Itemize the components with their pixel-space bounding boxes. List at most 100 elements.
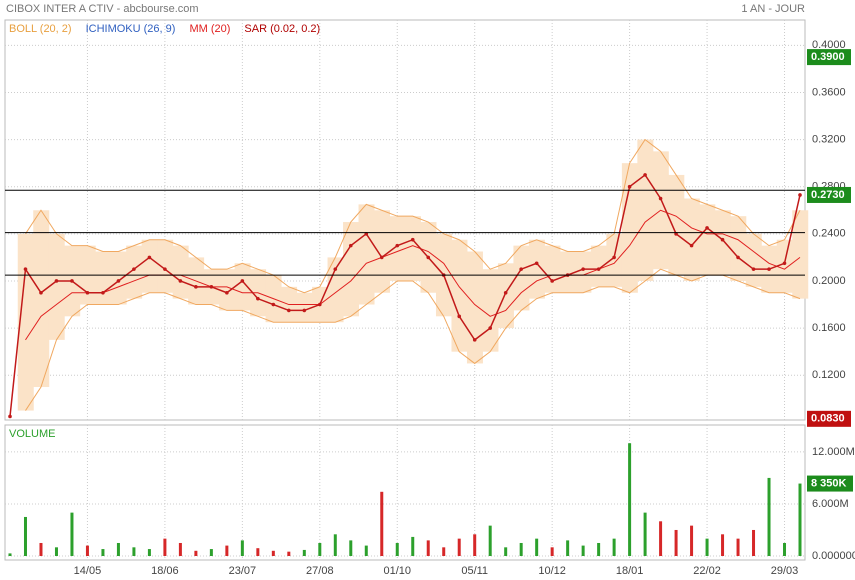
y-tick-label: 0.3600 xyxy=(812,86,846,98)
price-point xyxy=(54,279,59,283)
volume-title: VOLUME xyxy=(9,428,55,440)
price-label: 0.0830 xyxy=(811,413,845,425)
price-point xyxy=(132,267,136,271)
price-point xyxy=(751,267,756,271)
boll-band xyxy=(389,216,406,281)
price-point xyxy=(596,267,601,271)
boll-band xyxy=(405,216,421,281)
volume-bar xyxy=(380,491,384,556)
boll-band xyxy=(17,233,34,411)
volume-bar xyxy=(767,477,771,556)
legend-entry: ICHIMOKU (26, 9) xyxy=(86,23,176,35)
volume-bar xyxy=(736,538,740,556)
boll-band xyxy=(95,251,112,305)
x-tick-label: 22/02 xyxy=(693,565,721,577)
boll-band xyxy=(466,251,483,364)
volume-bar xyxy=(659,521,663,556)
y-tick-label: 12.000M xyxy=(812,446,855,458)
price-point xyxy=(581,267,585,271)
price-point xyxy=(488,326,492,330)
volume-bar xyxy=(132,547,136,556)
y-tick-label: 0.2000 xyxy=(812,275,846,287)
price-point xyxy=(550,279,554,283)
price-point xyxy=(101,290,105,295)
y-tick-label: 0.1600 xyxy=(812,322,846,334)
volume-bar xyxy=(333,534,337,556)
boll-band xyxy=(33,210,50,388)
boll-band xyxy=(637,139,654,281)
price-point xyxy=(395,243,400,248)
price-point xyxy=(225,290,229,295)
price-point xyxy=(689,243,694,248)
price-point xyxy=(23,267,28,271)
x-tick-label: 29/03 xyxy=(771,565,799,577)
volume-bar xyxy=(39,542,43,556)
price-point xyxy=(194,285,198,289)
price-point xyxy=(147,255,152,260)
price-point xyxy=(612,255,616,260)
boll-band xyxy=(343,222,360,317)
boll-band xyxy=(497,263,514,329)
boll-band xyxy=(544,245,561,293)
boll-band xyxy=(219,269,236,311)
x-tick-label: 05/11 xyxy=(461,565,488,577)
volume-bar xyxy=(783,542,787,556)
x-tick-label: 18/06 xyxy=(151,565,179,577)
price-point xyxy=(767,267,771,271)
x-tick-label: 27/08 xyxy=(306,565,334,577)
volume-bar xyxy=(705,538,709,556)
volume-bar xyxy=(240,540,244,556)
boll-band xyxy=(745,233,762,287)
volume-panel xyxy=(4,424,806,561)
y-tick-label: 6.000M xyxy=(812,498,849,510)
price-point xyxy=(534,261,539,266)
boll-band xyxy=(776,239,793,293)
boll-lower xyxy=(25,268,801,411)
price-point xyxy=(240,279,245,283)
chart-subtitle: 1 AN - JOUR xyxy=(741,3,805,15)
price-point xyxy=(658,196,663,201)
price-point xyxy=(8,414,12,419)
volume-bar xyxy=(721,534,725,556)
boll-band xyxy=(157,239,174,293)
volume-bar xyxy=(566,540,570,556)
volume-bar xyxy=(70,512,74,556)
volume-bar xyxy=(256,548,260,556)
price-point xyxy=(627,184,632,189)
price-point xyxy=(178,279,183,283)
price-point xyxy=(410,237,415,242)
volume-bar xyxy=(535,538,539,556)
volume-bar xyxy=(411,536,415,556)
boll-band xyxy=(683,198,700,281)
price-point xyxy=(472,338,477,342)
price-label-box xyxy=(807,410,851,427)
price-point xyxy=(503,290,508,295)
price-point xyxy=(457,314,462,319)
x-tick-label: 01/10 xyxy=(383,565,411,577)
boll-band xyxy=(621,163,638,293)
price-point xyxy=(736,255,740,260)
volume-bar xyxy=(442,547,446,556)
price-point xyxy=(85,290,90,295)
price-label-box xyxy=(807,49,851,66)
price-point xyxy=(271,302,276,307)
volume-bar xyxy=(628,443,632,556)
boll-upper xyxy=(25,138,801,294)
boll-band xyxy=(482,269,499,352)
volume-bar xyxy=(550,547,554,556)
boll-band xyxy=(141,239,158,293)
price-point xyxy=(705,226,709,230)
price-point xyxy=(287,308,291,313)
price-label-box xyxy=(807,186,851,203)
boll-band xyxy=(110,251,127,305)
legend-entry: BOLL (20, 2) xyxy=(9,23,72,35)
volume-bar xyxy=(690,525,694,556)
volume-bar xyxy=(163,538,167,556)
price-point xyxy=(39,290,43,295)
boll-band xyxy=(374,210,391,293)
volume-bar xyxy=(318,542,322,556)
volume-bar xyxy=(194,550,198,556)
x-tick-label: 23/07 xyxy=(229,565,257,577)
volume-bar xyxy=(597,542,601,556)
